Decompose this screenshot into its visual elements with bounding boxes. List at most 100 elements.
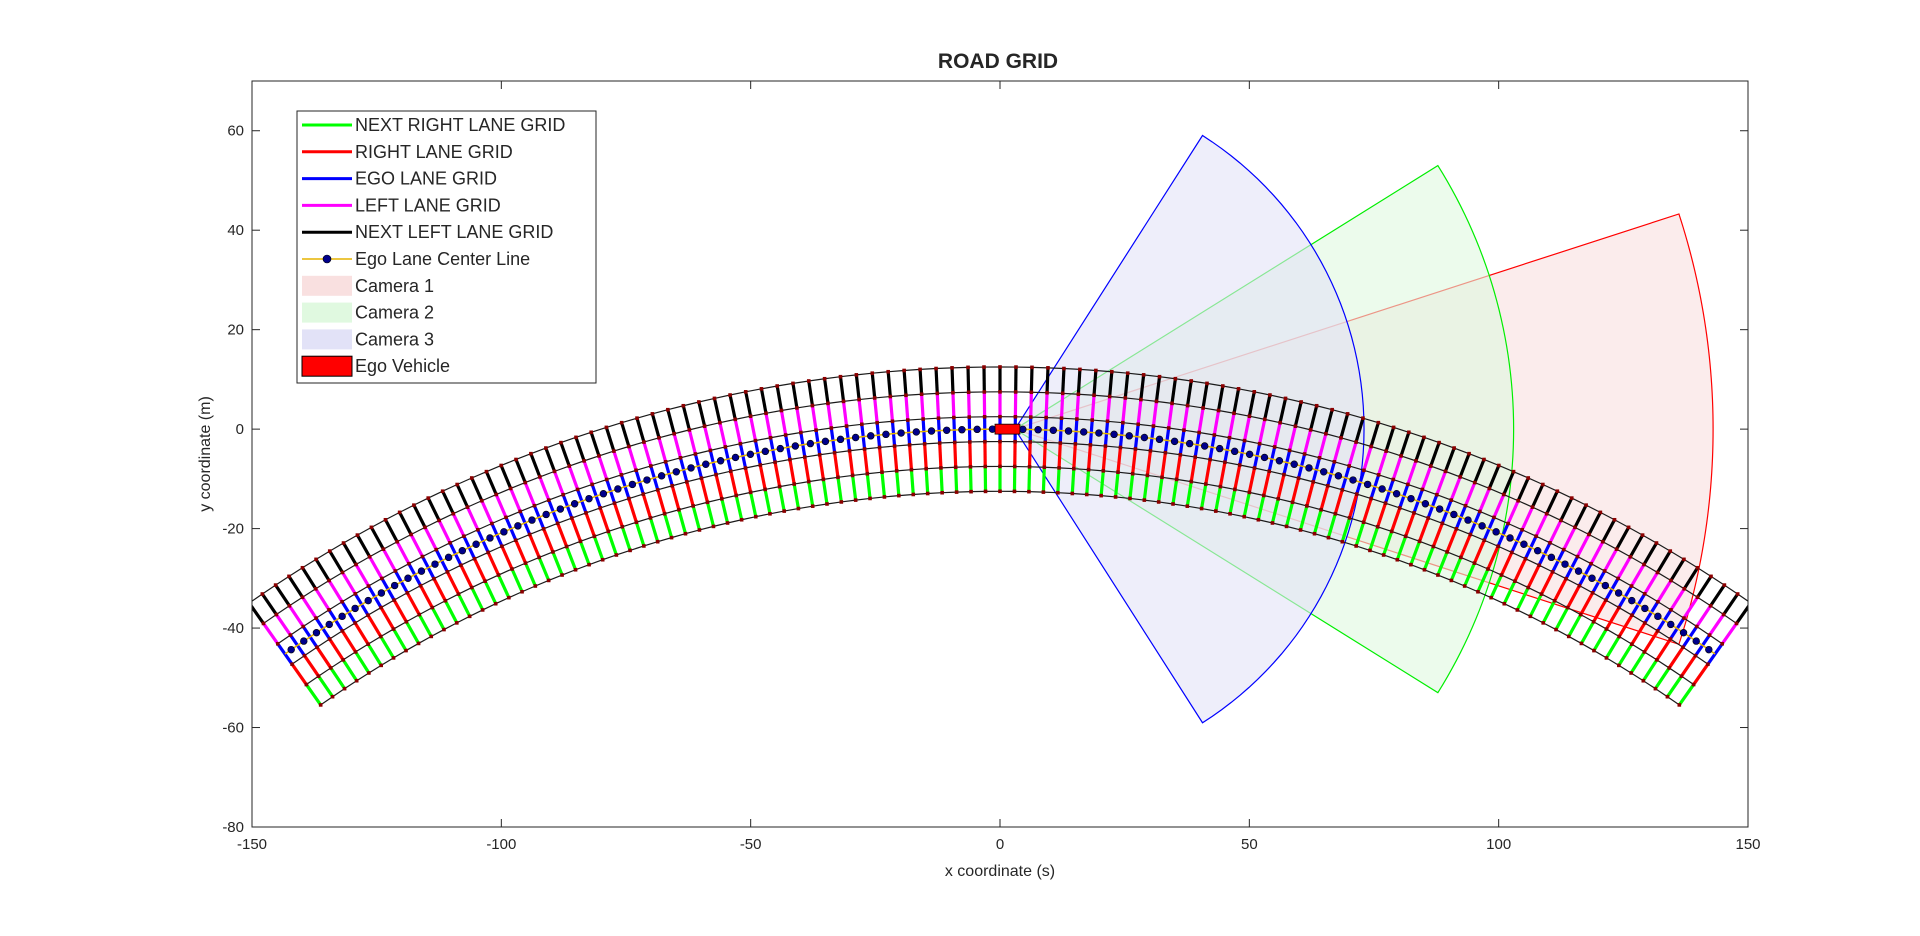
- boundary-marker: [642, 440, 646, 444]
- lane-cell-edge: [886, 371, 892, 397]
- lane-cell-edge: [567, 465, 580, 491]
- boundary-marker: [1604, 598, 1608, 602]
- boundary-marker: [412, 503, 416, 507]
- center-line-point: [556, 505, 565, 513]
- lane-cell-edge: [470, 586, 485, 611]
- center-line-point: [687, 464, 695, 472]
- lane-cell-edge: [538, 476, 551, 501]
- boundary-marker: [619, 473, 624, 477]
- boundary-marker: [952, 440, 957, 445]
- lane-cell-edge: [314, 587, 331, 611]
- lane-cell-edge: [663, 513, 674, 539]
- boundary-marker: [1589, 561, 1593, 566]
- boundary-marker: [952, 415, 956, 420]
- lane-cell-edge: [967, 392, 971, 418]
- center-line-point: [585, 494, 593, 503]
- y-tick-label: -20: [222, 521, 244, 538]
- boundary-marker: [1584, 503, 1588, 507]
- lane-cell-edge: [729, 470, 738, 496]
- boundary-marker: [1440, 521, 1445, 526]
- lane-cell-edge: [514, 458, 527, 484]
- lane-cell-edge: [1735, 604, 1748, 625]
- boundary-marker: [950, 366, 954, 370]
- boundary-marker: [300, 595, 305, 600]
- boundary-marker: [728, 393, 732, 397]
- boundary-marker: [1669, 578, 1673, 583]
- boundary-marker: [1555, 489, 1560, 494]
- boundary-marker: [806, 379, 811, 383]
- boundary-marker: [1242, 438, 1247, 443]
- boundary-marker: [1340, 488, 1345, 492]
- lane-cell-edge: [1656, 550, 1672, 574]
- boundary-marker: [650, 412, 655, 416]
- boundary-marker: [1709, 574, 1713, 579]
- boundary-marker: [635, 416, 639, 420]
- lane-cell-edge: [1422, 545, 1435, 571]
- boundary-marker: [1409, 562, 1413, 567]
- lane-cell-edge: [1605, 635, 1621, 659]
- lane-cell-edge: [1377, 450, 1388, 476]
- boundary-marker: [443, 598, 448, 603]
- boundary-marker: [655, 539, 660, 544]
- lane-cell-edge: [537, 556, 551, 582]
- boundary-marker: [1270, 521, 1275, 525]
- y-tick-label: 60: [227, 123, 244, 140]
- boundary-marker: [888, 394, 893, 399]
- boundary-marker: [507, 595, 511, 600]
- lane-cell-edge: [1171, 479, 1179, 505]
- y-tick-label: 40: [227, 222, 244, 239]
- boundary-marker: [865, 471, 870, 476]
- boundary-marker: [397, 510, 402, 515]
- boundary-marker: [792, 482, 796, 486]
- boundary-marker: [1399, 454, 1403, 458]
- center-line-point: [1215, 444, 1224, 453]
- boundary-marker: [1237, 463, 1242, 467]
- lane-cell-edge: [1643, 571, 1659, 595]
- boundary-marker: [1537, 563, 1541, 568]
- lane-cell-edge: [1443, 447, 1456, 472]
- center-line-point: [1547, 553, 1556, 562]
- boundary-marker: [1299, 400, 1303, 404]
- x-tick-label: 50: [1241, 836, 1258, 853]
- lane-cell-edge: [749, 415, 758, 441]
- boundary-marker: [1062, 366, 1066, 371]
- boundary-marker: [353, 592, 358, 596]
- boundary-marker: [366, 613, 370, 617]
- lane-cell-edge: [818, 454, 825, 480]
- boundary-marker: [967, 415, 972, 419]
- lane-cell-edge: [1182, 405, 1190, 431]
- boundary-marker: [877, 445, 882, 450]
- boundary-marker: [340, 599, 344, 604]
- boundary-marker: [937, 441, 942, 445]
- lane-cell-edge: [1354, 521, 1366, 547]
- lane-cell-edge: [1185, 380, 1193, 406]
- legend: NEXT RIGHT LANE GRID RIGHT LANE GRID EGO L…: [296, 110, 597, 384]
- boundary-marker: [1389, 529, 1394, 534]
- center-line-point: [1334, 472, 1343, 480]
- boundary-marker: [685, 480, 689, 484]
- lane-cell-edge: [484, 471, 498, 496]
- lane-cell-edge: [509, 487, 522, 513]
- lane-cell-edge: [1056, 467, 1061, 493]
- boundary-marker: [484, 469, 489, 474]
- lane-cell-edge: [888, 396, 895, 422]
- lane-cell-edge: [954, 467, 959, 493]
- lane-cell-edge: [445, 571, 460, 595]
- lane-cell-edge: [1160, 452, 1167, 478]
- boundary-marker: [1105, 419, 1110, 424]
- boundary-marker: [1665, 694, 1670, 699]
- boundary-marker: [1268, 393, 1272, 397]
- boundary-marker: [432, 576, 436, 581]
- x-tick-label: -150: [237, 836, 267, 853]
- boundary-marker: [430, 605, 435, 610]
- boundary-marker: [354, 562, 358, 567]
- boundary-marker: [1133, 447, 1138, 451]
- lane-cell-edge: [779, 410, 788, 436]
- lane-cell-edge: [1369, 422, 1380, 447]
- boundary-marker: [1614, 547, 1619, 551]
- lane-cell-edge: [920, 394, 925, 420]
- boundary-marker: [1326, 535, 1331, 540]
- boundary-marker: [341, 541, 346, 545]
- boundary-marker: [1252, 466, 1257, 470]
- lane-cell-edge: [1288, 425, 1297, 451]
